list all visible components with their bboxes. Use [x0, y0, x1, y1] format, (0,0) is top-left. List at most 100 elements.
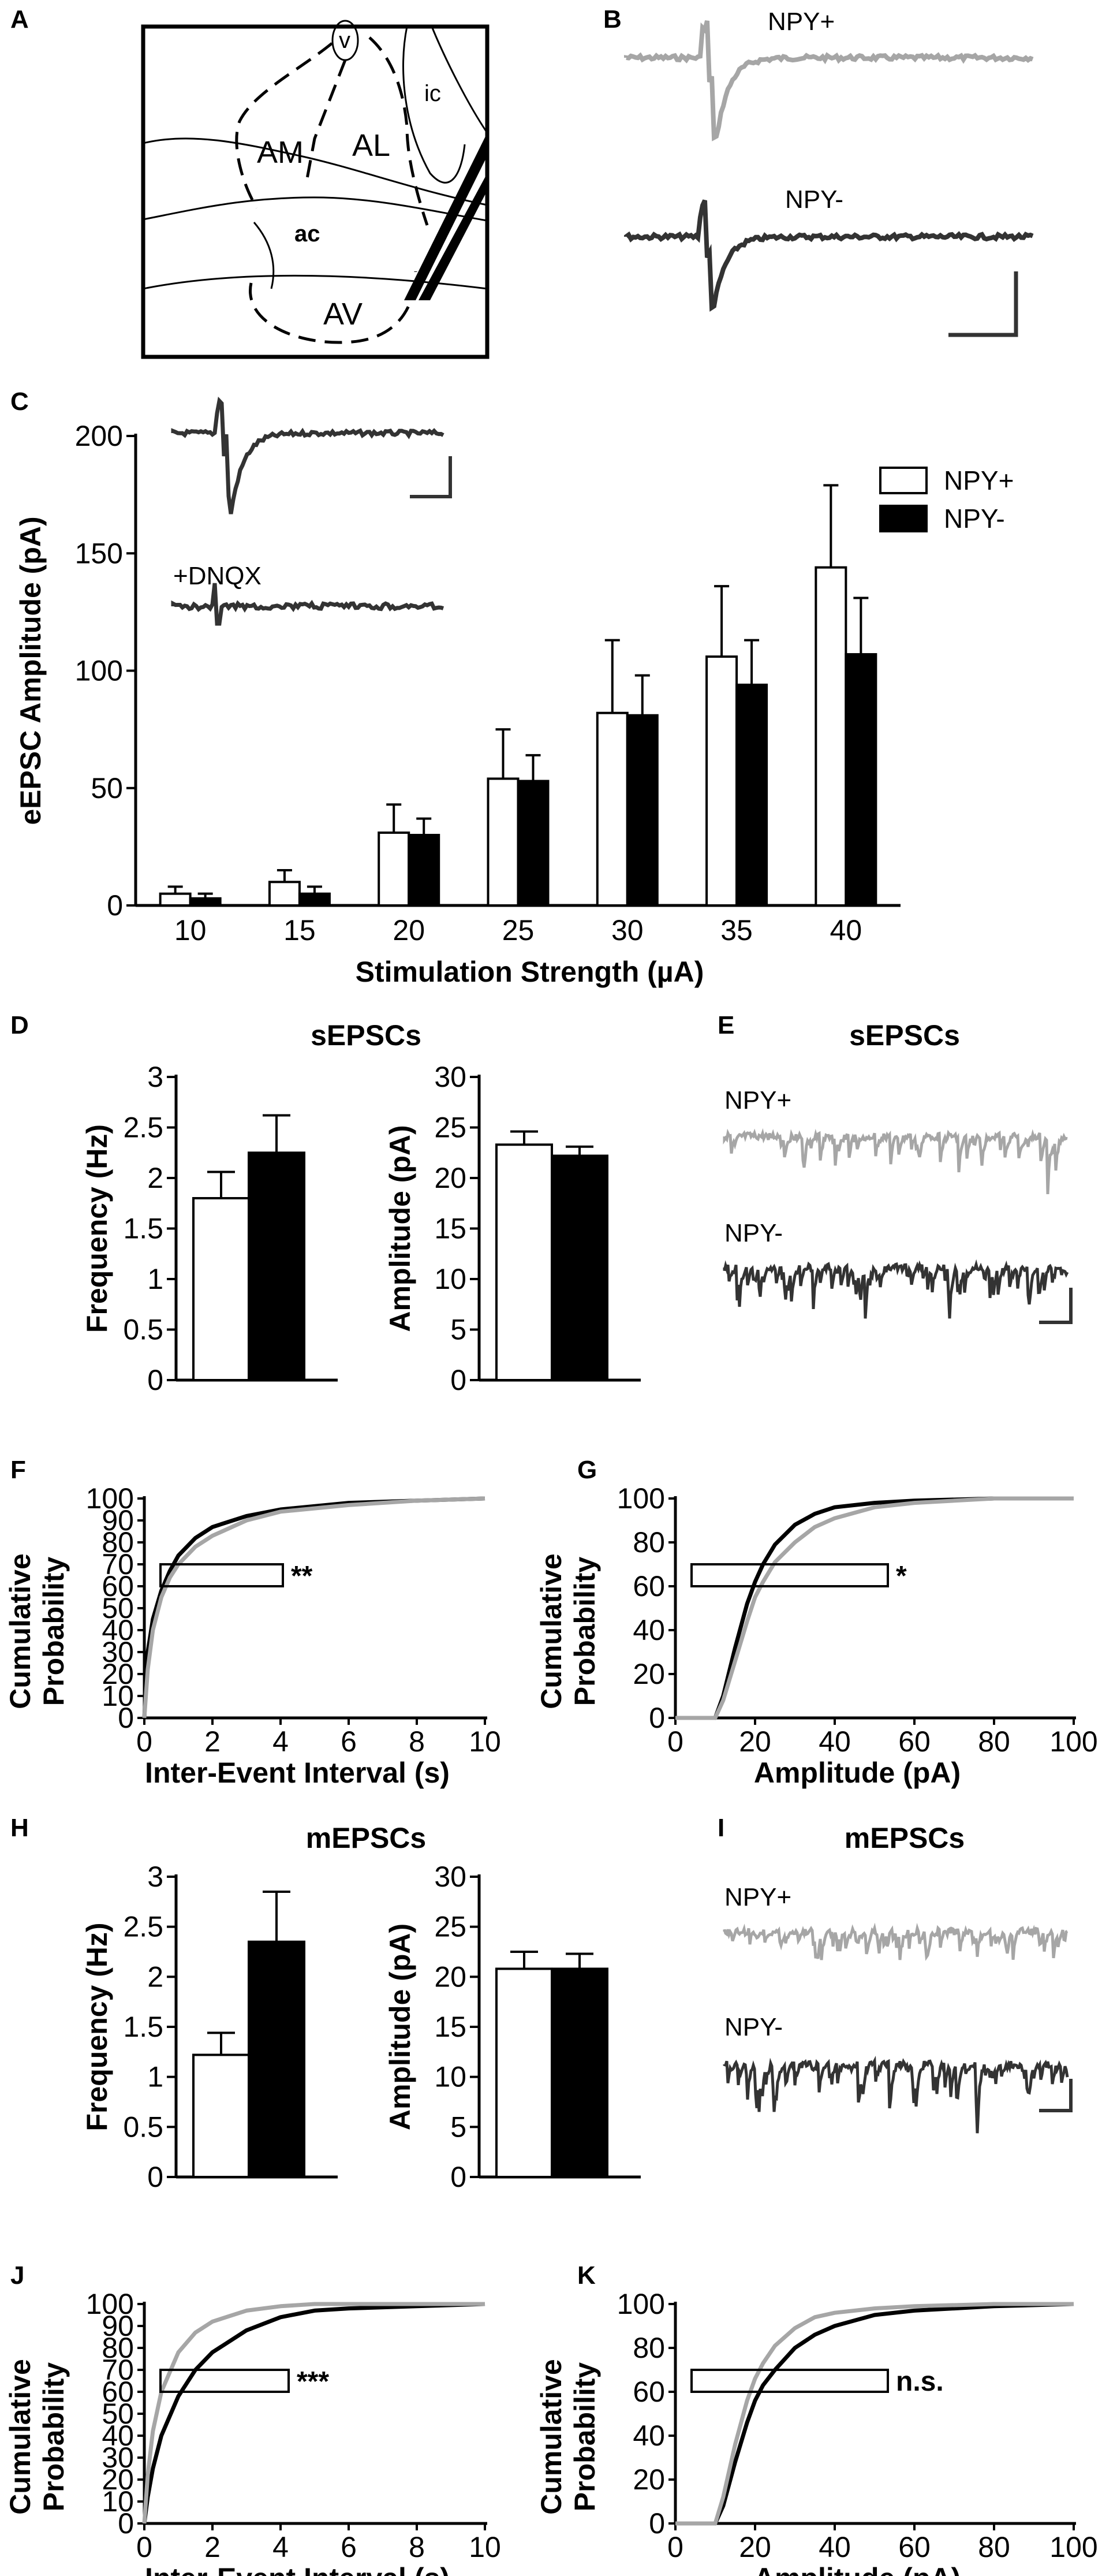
mepsc-iei-y-tick-label: 20 — [102, 2463, 134, 2496]
sepsc-iei-y-axis-label-line2: Probability — [38, 1557, 70, 1706]
mepsc-freq-y-axis-label: Frequency (Hz) — [81, 1922, 113, 2131]
legend-swatch — [879, 505, 928, 532]
legend-swatch — [879, 467, 928, 494]
sepsc-amp-cdf-y-axis-label-line2: Probability — [569, 1557, 601, 1706]
eepsc-bar-npy-neg — [298, 892, 331, 907]
mepsc-iei-x-tick-label: 4 — [272, 2531, 289, 2563]
evoked-traces-panel: NPY+ NPY- — [624, 8, 1034, 337]
mepsc-freq-y-tick-label: 2.5 — [123, 1911, 163, 1943]
mepsc-amp-cdf-y-tick-label: 100 — [617, 2288, 665, 2320]
mepsc-amp-y-tick-label: 20 — [434, 1960, 466, 1993]
sepsc-amplitude-cdf: 0 20 40 60 80 100 0 20 40 60 80 100 * Cumulative Proba… — [535, 1482, 1098, 1789]
sepsc-iei-x-tick-label: 6 — [341, 1725, 357, 1758]
mepsc-amp-bar — [551, 1967, 608, 2178]
eepsc-y-tick-label: 100 — [75, 655, 123, 687]
mepsc-traces-panel: mEPSCs NPY+ NPY- — [723, 1822, 1073, 2134]
sepsc-amp-y-tick-label: 20 — [434, 1162, 466, 1194]
region-label-ac: ac — [294, 221, 320, 247]
panel-label-f: F — [10, 1456, 26, 1484]
eepsc-bar-npy-negpos — [378, 831, 410, 907]
sepsc-iei-y-tick-label: 60 — [102, 1570, 134, 1602]
mepsc-amp-cdf-significance-bracket — [690, 2369, 889, 2393]
legend-label: NPY+ — [944, 465, 1014, 495]
sepsc-trace-label-npy-pos: NPY+ — [724, 1086, 791, 1114]
mepsc-freq-y-tick-label: 1 — [147, 2061, 163, 2093]
schematic-lower-line — [143, 196, 488, 222]
eepsc-x-tick-label: 10 — [174, 914, 207, 946]
mepsc-amp-cdf-y-tick-label: 0 — [649, 2507, 665, 2540]
mepsc-amp-cdf-x-tick-label: 40 — [819, 2531, 851, 2563]
av-dashed-boundary — [249, 271, 417, 344]
eepsc-bar-npy-negpos — [268, 881, 301, 907]
sepsc-amp-cdf-x-tick-label: 80 — [978, 1725, 1010, 1758]
mepsc-amp-cdf-x-tick-label: 80 — [978, 2531, 1010, 2563]
sepsc-iei-y-tick-label: 40 — [102, 1614, 134, 1646]
eepsc-y-tick-label: 0 — [107, 889, 123, 922]
sepsc-amp-cdf-curve-npy-neg — [675, 1496, 1074, 1720]
mepsc-amp-y-tick-label: 10 — [434, 2061, 466, 2093]
sepsc-iei-y-tick-label: 10 — [102, 1680, 134, 1712]
legend-label: NPY- — [944, 504, 1005, 534]
sepsc-iei-curve-npy-pos — [142, 1496, 485, 1718]
panel-label-b: B — [603, 5, 622, 33]
sepsc-amp-cdf-significance-marker: * — [896, 1561, 907, 1591]
mepsc-freq-bar — [248, 1940, 305, 2179]
eepsc-x-tick-label: 35 — [720, 914, 753, 946]
eepsc-bar-npy-negpos — [705, 655, 738, 907]
eepsc-bar-npy-negpos — [596, 711, 629, 907]
sepsc-amp-bar — [551, 1154, 608, 1381]
mepsc-iei-y-axis-label-line2: Probability — [38, 2362, 70, 2512]
trace-label-npy-pos: NPY+ — [768, 8, 835, 36]
mepsc-amp-cdf-y-tick-label: 40 — [633, 2420, 665, 2452]
sepsc-amp-cdf-y-tick-label: 20 — [633, 1658, 665, 1690]
mepsc-amp-cdf-y-tick-label: 20 — [633, 2463, 665, 2496]
sepsc-amp-bar — [495, 1143, 553, 1381]
sepsc-iei-y-tick-label: 80 — [102, 1526, 134, 1559]
evoked-trace-npy-pos — [624, 20, 1034, 141]
sepsc-iei-y-tick-label: 30 — [102, 1636, 134, 1668]
sepsc-bar-title: sEPSCs — [311, 1019, 421, 1052]
sepsc-amp-cdf-significance-bracket — [690, 1563, 889, 1587]
panel-label-g: G — [577, 1456, 597, 1484]
mepsc-iei-significance-marker: *** — [297, 2366, 329, 2397]
sepsc-amp-cdf-curve-npy-pos — [675, 1496, 1074, 1720]
region-label-al: AL — [352, 128, 390, 163]
mepsc-iei-x-tick-label: 2 — [204, 2531, 221, 2563]
mepsc-iei-y-tick-label: 40 — [102, 2420, 134, 2452]
sepsc-iei-y-tick-label: 100 — [86, 1482, 134, 1515]
sepsc-iei-x-tick-label: 10 — [469, 1725, 501, 1758]
mepsc-amp-cdf-curve-npy-pos — [675, 2302, 1074, 2526]
eepsc-y-tick-label: 50 — [91, 772, 123, 804]
sepsc-amp-cdf-y-tick-label: 80 — [633, 1526, 665, 1559]
mepsc-amp-cdf-curve-npy-neg — [675, 2302, 1074, 2526]
panel-label-i: I — [718, 1814, 724, 1842]
mepsc-iei-x-tick-label: 8 — [409, 2531, 425, 2563]
recording-electrode — [404, 133, 487, 300]
mepsc-amp-y-tick-label: 25 — [434, 1911, 466, 1943]
mepsc-trace-npy-neg — [723, 2055, 1069, 2134]
sepsc-amp-y-tick-label: 0 — [450, 1364, 466, 1396]
mepsc-freq-y-tick-label: 1.5 — [123, 2011, 163, 2043]
scale-bar — [948, 271, 1018, 337]
mepsc-iei-x-tick-label: 6 — [341, 2531, 357, 2563]
eepsc-bar-npy-negpos — [815, 566, 847, 907]
eepsc-bar-npy-neg — [517, 780, 550, 907]
stimulating-electrode — [419, 173, 487, 300]
anatomy-schematic: v ic AM AL ac AV — [141, 20, 490, 359]
mepsc-iei-y-tick-label: 50 — [102, 2398, 134, 2430]
sepsc-frequency-chart: 0 0.5 1 1.5 2 2.5 3 Frequency (Hz) — [81, 1061, 338, 1396]
eepsc-x-tick-label: 15 — [283, 914, 316, 946]
sepsc-amp-cdf-y-axis-label-line1: Cumulative — [535, 1553, 567, 1709]
mepsc-iei-y-tick-label: 100 — [86, 2288, 134, 2320]
eepsc-x-tick-label: 25 — [502, 914, 535, 946]
mepsc-amp-cdf-x-axis-label: Amplitude (pA) — [754, 2562, 961, 2576]
evoked-trace-npy-neg — [624, 199, 1034, 312]
eepsc-y-tick-label: 200 — [75, 420, 123, 452]
mepsc-iei-y-tick-label: 90 — [102, 2310, 134, 2342]
sepsc-iei-y-tick-label: 90 — [102, 1504, 134, 1537]
sepsc-freq-y-tick-label: 2.5 — [123, 1112, 163, 1144]
mepsc-amp-y-tick-label: 0 — [450, 2161, 466, 2193]
